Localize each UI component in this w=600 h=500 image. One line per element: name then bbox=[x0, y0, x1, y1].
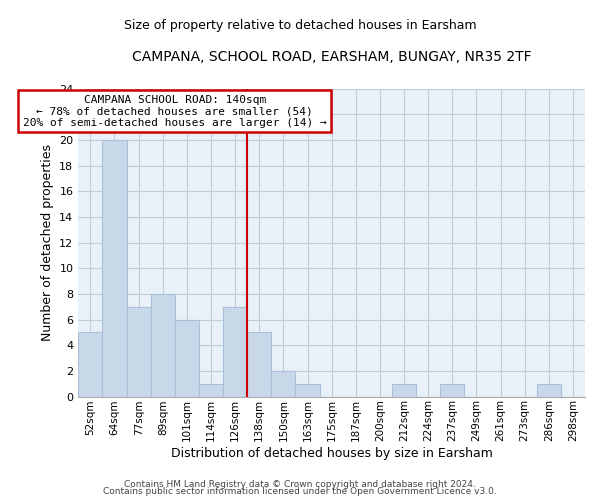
Bar bbox=[440, 384, 464, 396]
Bar bbox=[295, 384, 320, 396]
Bar bbox=[247, 332, 271, 396]
Bar bbox=[199, 384, 223, 396]
Bar bbox=[151, 294, 175, 396]
Bar bbox=[127, 307, 151, 396]
Bar bbox=[103, 140, 127, 396]
Text: CAMPANA SCHOOL ROAD: 140sqm
← 78% of detached houses are smaller (54)
20% of sem: CAMPANA SCHOOL ROAD: 140sqm ← 78% of det… bbox=[23, 94, 326, 128]
Text: Contains public sector information licensed under the Open Government Licence v3: Contains public sector information licen… bbox=[103, 487, 497, 496]
X-axis label: Distribution of detached houses by size in Earsham: Distribution of detached houses by size … bbox=[171, 447, 493, 460]
Bar bbox=[271, 371, 295, 396]
Bar bbox=[175, 320, 199, 396]
Bar bbox=[537, 384, 561, 396]
Text: Size of property relative to detached houses in Earsham: Size of property relative to detached ho… bbox=[124, 20, 476, 32]
Bar bbox=[223, 307, 247, 396]
Bar bbox=[79, 332, 103, 396]
Bar bbox=[392, 384, 416, 396]
Y-axis label: Number of detached properties: Number of detached properties bbox=[41, 144, 53, 341]
Title: CAMPANA, SCHOOL ROAD, EARSHAM, BUNGAY, NR35 2TF: CAMPANA, SCHOOL ROAD, EARSHAM, BUNGAY, N… bbox=[132, 50, 532, 64]
Text: Contains HM Land Registry data © Crown copyright and database right 2024.: Contains HM Land Registry data © Crown c… bbox=[124, 480, 476, 489]
